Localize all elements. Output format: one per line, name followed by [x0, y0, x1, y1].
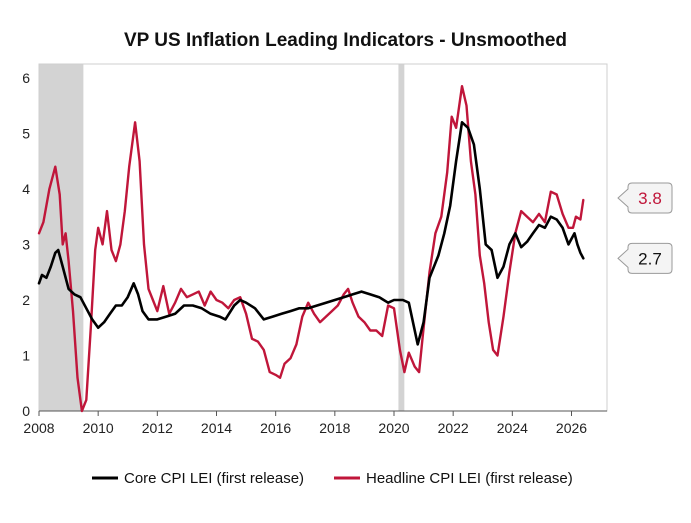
- x-tick-label-2022: 2022: [438, 420, 469, 436]
- plot-frame: [38, 63, 608, 412]
- x-tick-label-2026: 2026: [556, 420, 587, 436]
- callout-headline: 3.8: [617, 182, 673, 214]
- chart-axes: 2008 2010 2012 2014 2016 2018 2020 2022 2024 2026…: [22, 63, 608, 436]
- y-tick-label-5: 5: [22, 125, 30, 141]
- y-tick-label-6: 6: [22, 70, 30, 86]
- callout-core: 2.7: [617, 242, 673, 274]
- x-tick-label-2016: 2016: [260, 420, 291, 436]
- series-line-headline: [37, 85, 585, 413]
- chart-title: VP US Inflation Leading Indicators - Uns…: [123, 30, 567, 51]
- x-tick-label-2012: 2012: [142, 420, 173, 436]
- legend-label-headline: Headline CPI LEI (first release): [366, 470, 573, 487]
- x-tick-label-2014: 2014: [201, 420, 232, 436]
- series-lines: [37, 85, 585, 413]
- callout-box-headline: [617, 182, 673, 214]
- y-tick-label-2: 2: [22, 292, 30, 308]
- x-tick-label-2020: 2020: [378, 420, 409, 436]
- x-tick-label-2018: 2018: [319, 420, 350, 436]
- recession-bands: [39, 64, 405, 411]
- chart-legend: Core CPI LEI (first release) Headline CPI…: [92, 470, 573, 487]
- callout-value-headline: 3.8: [638, 189, 662, 208]
- y-tick-label-4: 4: [22, 181, 30, 197]
- x-tick-label-2008: 2008: [23, 420, 54, 436]
- callout-box-core: [617, 242, 673, 274]
- end-value-callouts: 3.8 2.7: [617, 182, 673, 274]
- series-line-core: [37, 121, 585, 346]
- y-tick-label-3: 3: [22, 236, 30, 252]
- callout-value-core: 2.7: [638, 249, 662, 268]
- recession-band-1: [398, 64, 405, 411]
- x-tick-label-2010: 2010: [83, 420, 114, 436]
- y-tick-label-1: 1: [22, 347, 30, 363]
- legend-label-core: Core CPI LEI (first release): [124, 470, 304, 487]
- y-tick-label-0: 0: [22, 403, 30, 419]
- x-tick-label-2024: 2024: [497, 420, 528, 436]
